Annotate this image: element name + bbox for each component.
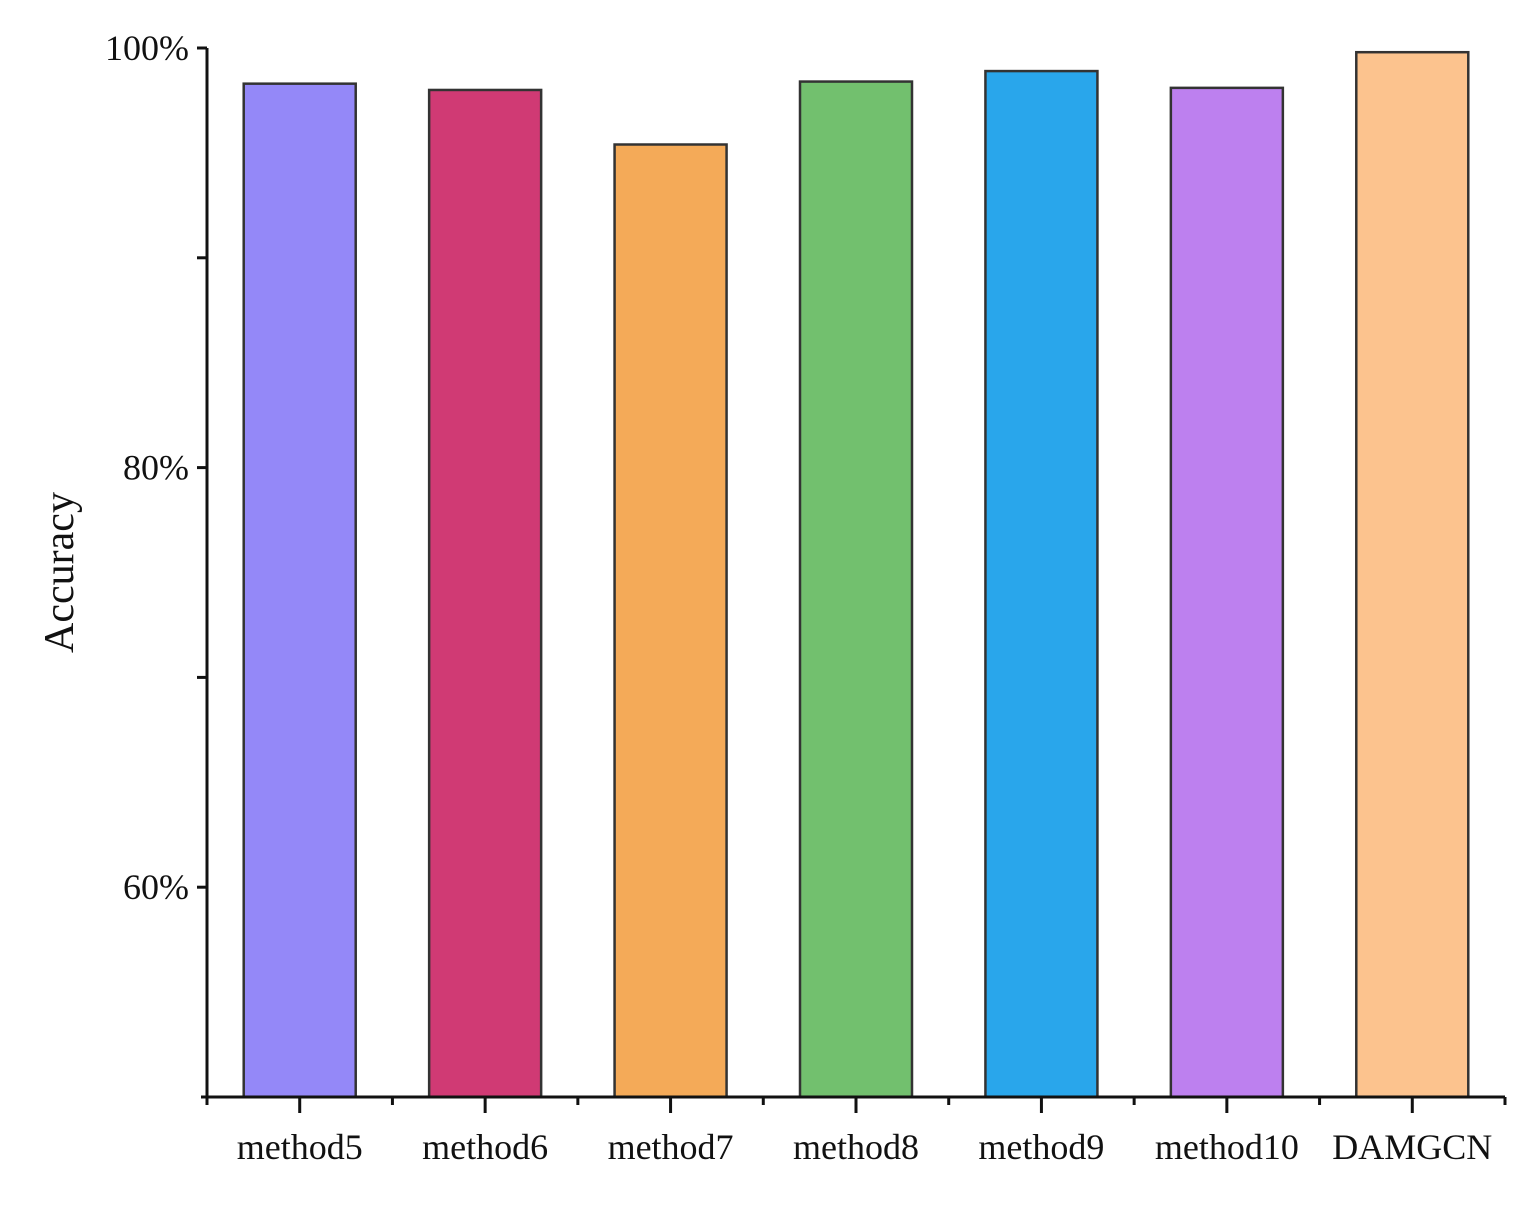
- x-ticks-group: method5 method6 method7 method8 method9 metho…: [205, 1097, 1507, 1167]
- bar-method7: [613, 143, 728, 1099]
- x-category-label-method5: method5: [237, 1127, 363, 1167]
- bar-method10: [1169, 86, 1285, 1099]
- bar-method6: [427, 88, 543, 1099]
- bar-method5: [242, 82, 357, 1099]
- bar-damgcn: [1355, 50, 1470, 1099]
- x-category-label-method7: method7: [608, 1127, 734, 1167]
- y-tick-label: 60%: [123, 867, 189, 907]
- axes-group: [201, 48, 1505, 1105]
- x-category-label-damgcn: DAMGCN: [1332, 1127, 1492, 1167]
- bars-group: [242, 50, 1470, 1099]
- bar-method9: [984, 69, 1099, 1099]
- y-tick-label: 100%: [105, 28, 189, 68]
- y-axis-title: Accuracy: [37, 492, 83, 653]
- bar-method8: [798, 80, 914, 1099]
- y-ticks-group: 100% 80% 60%: [105, 28, 207, 907]
- x-category-label-method10: method10: [1155, 1127, 1299, 1167]
- y-tick-label: 80%: [123, 448, 189, 488]
- x-category-label-method9: method9: [978, 1127, 1104, 1167]
- x-category-label-method6: method6: [422, 1127, 548, 1167]
- x-category-label-method8: method8: [793, 1127, 919, 1167]
